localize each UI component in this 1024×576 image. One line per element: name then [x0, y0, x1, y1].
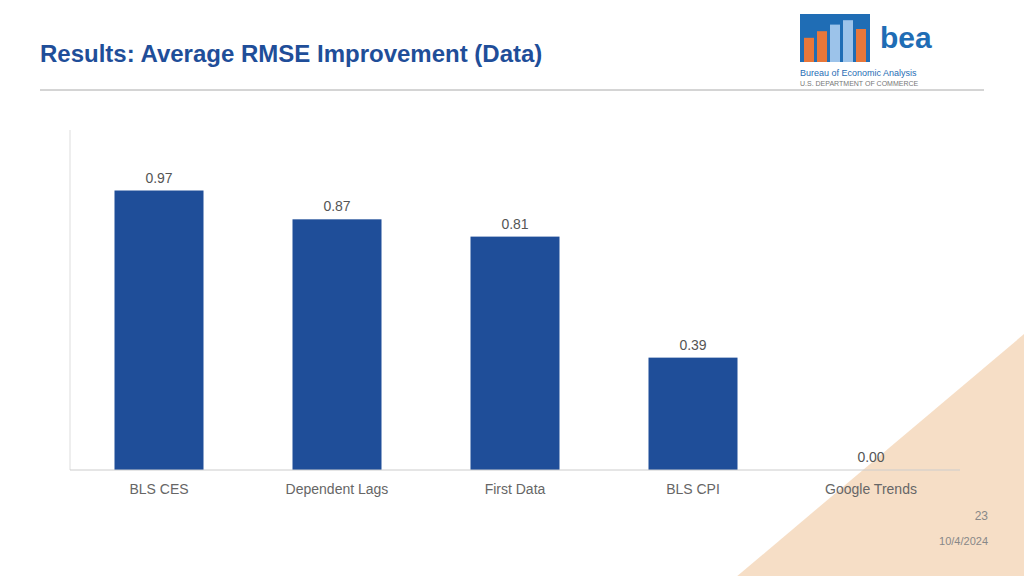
logo-icon-bar [817, 31, 827, 62]
logo-subtitle: Bureau of Economic Analysis [800, 68, 917, 78]
x-tick-label: BLS CPI [666, 481, 720, 497]
logo-icon-bar [843, 20, 853, 62]
x-tick-label: Google Trends [825, 481, 917, 497]
separator [40, 90, 984, 91]
bar [649, 358, 738, 470]
bar [471, 237, 560, 470]
x-tick-label: BLS CES [129, 481, 188, 497]
chart-container: Results: Average RMSE Improvement (Data)… [0, 0, 1024, 576]
logo-department: U.S. DEPARTMENT OF COMMERCE [800, 80, 919, 87]
background [0, 0, 1024, 576]
x-tick-label: First Data [485, 481, 546, 497]
bar [293, 219, 382, 470]
logo-icon-bar [830, 25, 840, 62]
corner-decoration [737, 334, 1024, 576]
page-number: 23 [975, 509, 989, 523]
logo-icon-background [800, 14, 870, 62]
logo-icon-bar [804, 38, 814, 62]
data-label: 0.81 [501, 216, 528, 232]
y-axis [70, 130, 71, 470]
x-tick-label: Dependent Lags [286, 481, 389, 497]
logo-word: bea [880, 21, 932, 54]
data-label: 0.00 [857, 449, 884, 465]
data-label: 0.97 [145, 170, 172, 186]
title: Results: Average RMSE Improvement (Data) [40, 40, 542, 67]
x-axis [70, 470, 960, 471]
data-label: 0.39 [679, 337, 706, 353]
logo-icon-bar [856, 29, 866, 62]
chart-svg: Results: Average RMSE Improvement (Data)… [0, 0, 1024, 576]
bars [115, 191, 738, 470]
bar [115, 191, 204, 470]
data-label: 0.87 [323, 198, 350, 214]
date: 10/4/2024 [939, 535, 988, 547]
logo-icon [800, 14, 870, 62]
